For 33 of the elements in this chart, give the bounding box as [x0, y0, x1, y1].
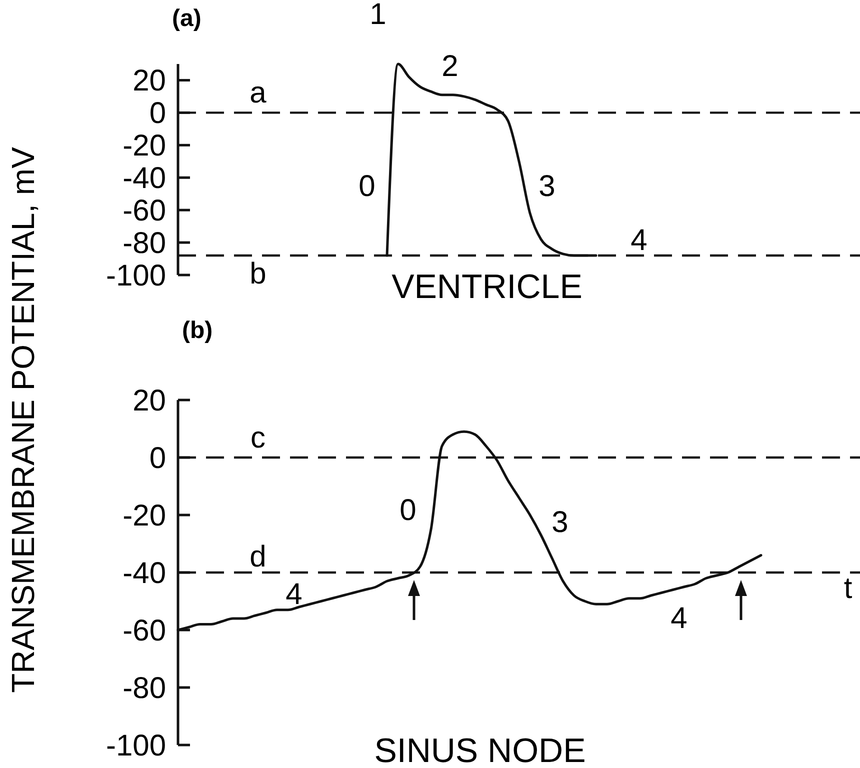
annotation: 0 [400, 494, 416, 527]
annotation: 4 [286, 578, 302, 611]
annotation: 0 [358, 170, 376, 203]
annotation: 4 [670, 602, 688, 635]
annotation: 2 [442, 50, 458, 83]
chart-title: (b) [182, 317, 213, 344]
annotation: t [844, 572, 853, 605]
y-tick-label: 20 [132, 384, 166, 418]
x-axis-title: VENTRICLE [392, 268, 582, 306]
y-tick-label: -100 [106, 260, 166, 292]
ref-line-label: a [250, 76, 267, 110]
y-tick-label: -20 [122, 500, 166, 532]
annotation: 4 [630, 224, 648, 257]
y-tick-label: -40 [122, 557, 166, 590]
text: 1 [370, 0, 386, 31]
y-tick-label: -60 [122, 194, 166, 228]
y-tick-label: -100 [106, 730, 166, 762]
annotation: 3 [538, 170, 556, 203]
ref-line-label: d [250, 540, 266, 574]
ref-line-label: b [250, 258, 266, 291]
y-tick-label: 0 [149, 97, 166, 130]
y-tick-label: -40 [122, 162, 166, 196]
y-tick-label: -60 [122, 614, 166, 648]
y-tick-label: -80 [122, 672, 166, 705]
y-axis-title: TRANSMEMBRANE POTENTIAL, mV [5, 146, 41, 693]
ref-line-label: c [250, 422, 266, 454]
y-tick-label: -20 [122, 130, 166, 163]
annotation: 3 [552, 506, 568, 539]
y-tick-label: 0 [149, 442, 166, 475]
y-tick-label: 20 [132, 64, 166, 98]
x-axis-title: SINUS NODE [374, 732, 586, 768]
chart-title: (a) [172, 5, 202, 32]
y-tick-label: -80 [122, 227, 166, 260]
